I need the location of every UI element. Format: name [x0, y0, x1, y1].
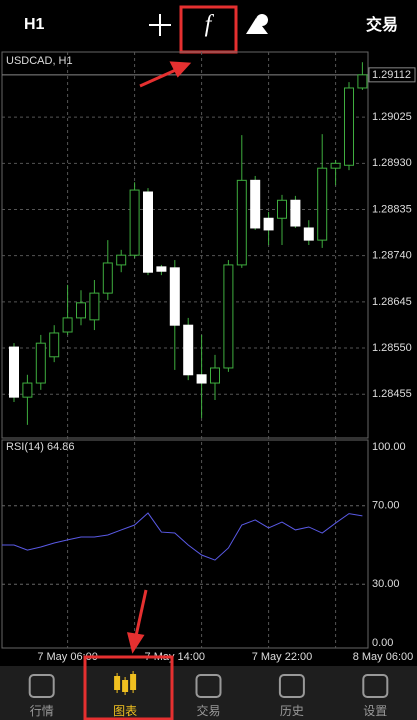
- y-tick-label: 30.00: [372, 578, 400, 590]
- candle-body: [210, 367, 220, 384]
- annotation-arrow: [126, 589, 148, 654]
- candle-body: [116, 254, 127, 266]
- y-tick-label: 70.00: [372, 500, 400, 512]
- y-tick-label: 1.28930: [372, 157, 412, 169]
- candle-body: [143, 191, 153, 273]
- main-panel: [1, 51, 369, 439]
- rsi-line: [2, 512, 363, 561]
- nav-items: 行情 图表 交易 历史 设置: [28, 671, 389, 718]
- annotation-arrow: [139, 61, 192, 88]
- y-tick-label: 1.28835: [372, 203, 412, 215]
- y-tick-label: 1.29025: [372, 111, 412, 123]
- candle-body: [303, 227, 314, 241]
- candle-body: [277, 199, 287, 219]
- candle-body: [129, 189, 140, 256]
- nav-icon: [195, 674, 222, 698]
- nav-icon: [122, 680, 129, 692]
- candle-body: [250, 179, 261, 229]
- nav-label[interactable]: 行情: [30, 704, 54, 718]
- candle-body: [357, 74, 368, 89]
- candle-body: [49, 332, 60, 358]
- y-tick-label: 100.00: [372, 441, 406, 453]
- nav-label[interactable]: 设置: [363, 704, 387, 718]
- candle-body: [62, 317, 73, 333]
- indicator-icon[interactable]: f: [205, 12, 215, 38]
- rsi-panel: [1, 439, 369, 649]
- nav-icon: [28, 674, 55, 698]
- nav-label[interactable]: 图表: [113, 704, 137, 718]
- chart-title: USDCAD, H1: [6, 55, 73, 67]
- candle-body: [35, 342, 46, 384]
- rsi-title: RSI(14) 64.86: [6, 441, 74, 453]
- candle-body: [9, 346, 19, 398]
- x-tick-label: 7 May 06:00: [37, 651, 98, 663]
- timeframe-button[interactable]: H1: [24, 16, 45, 33]
- current-price-box: [368, 67, 416, 83]
- candle-body: [22, 382, 33, 398]
- candle-body: [102, 262, 113, 294]
- nav-icon: [114, 676, 121, 690]
- candle-body: [76, 302, 86, 319]
- y-tick-label: 1.28455: [372, 388, 412, 400]
- x-tick-label: 7 May 14:00: [145, 651, 206, 663]
- candle-body: [344, 87, 354, 166]
- objects-icon[interactable]: [246, 14, 268, 34]
- y-tick-label: 1.28740: [372, 250, 412, 262]
- candle-body: [290, 199, 301, 227]
- highlight-box: [83, 655, 174, 720]
- candle-body: [330, 162, 341, 169]
- candle-body: [263, 217, 274, 231]
- nav-icon: [130, 674, 137, 690]
- candle-body: [169, 267, 180, 326]
- nav-icon: [278, 674, 305, 698]
- candle-body: [236, 179, 247, 266]
- nav-label[interactable]: 交易: [196, 703, 220, 718]
- y-tick-label: 0.00: [372, 637, 393, 649]
- y-tick-label: 1.28550: [372, 342, 412, 354]
- candle-body: [196, 374, 207, 384]
- candle-body: [223, 264, 234, 369]
- trade-button[interactable]: 交易: [366, 15, 398, 34]
- nav-icon: [362, 674, 389, 698]
- y-tick-label: 1.28645: [372, 296, 412, 308]
- chart-layer: 1.28455 1.28550 1.28645 1.28740 1.28835 1.289…: [2, 52, 416, 663]
- x-tick-label: 7 May 22:00: [252, 651, 313, 663]
- candle-body: [317, 167, 328, 241]
- x-tick-label: 8 May 06:00: [353, 651, 414, 663]
- candle-body: [89, 292, 100, 321]
- candle-body: [156, 266, 167, 272]
- nav-label[interactable]: 历史: [280, 704, 304, 718]
- crosshair-icon[interactable]: [149, 14, 171, 36]
- candle-body: [183, 324, 194, 376]
- current-price-label: 1.29112: [372, 69, 411, 81]
